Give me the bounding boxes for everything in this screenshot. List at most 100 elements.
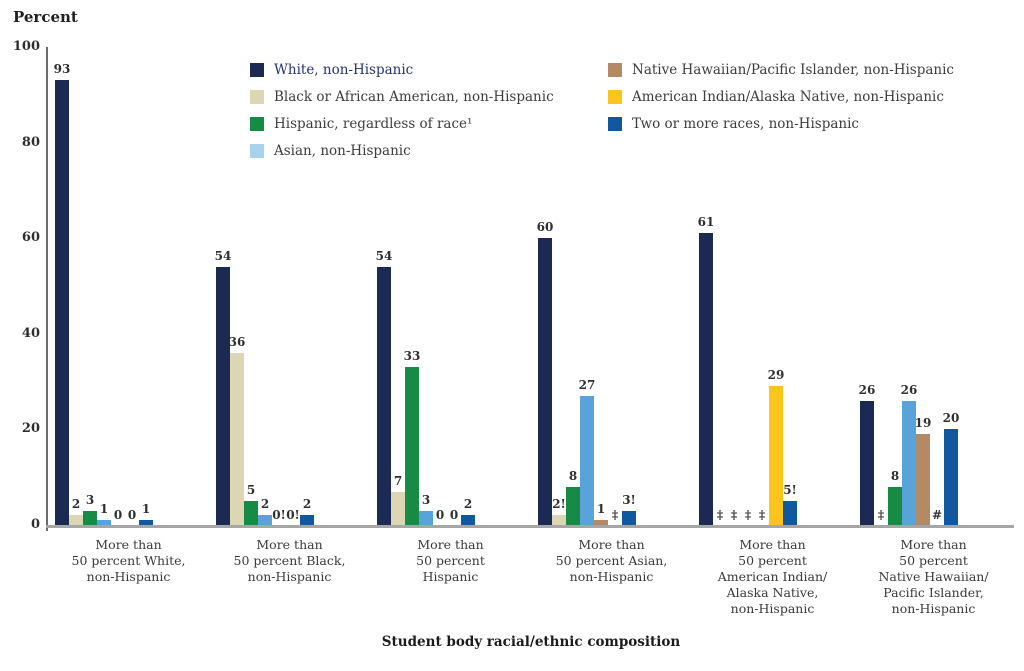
- bar-value-label: 2: [260, 497, 270, 511]
- legend-label: Hispanic, regardless of race¹: [274, 116, 473, 132]
- bar-value-label: 33: [403, 349, 421, 363]
- bar-group-bars: 60 2! 8 27 1 ‡ 3!: [536, 47, 636, 525]
- bar-group: 61 ‡ ‡ ‡ ‡ 29 5!: [692, 47, 853, 525]
- bar-value-label: 3: [421, 493, 431, 507]
- bar-slot: 5!: [783, 47, 797, 525]
- legend-item: Hispanic, regardless of race¹: [250, 116, 554, 132]
- bar-value-label: 93: [53, 62, 71, 76]
- x-category-label: More than 50 percent White, non-Hispanic: [71, 537, 186, 584]
- bar-group: 54 36 5 2 0! 0! 2: [209, 47, 370, 525]
- bar-group-bars: 93 2 3 1 0 0 1: [53, 47, 153, 525]
- legend-label: Two or more races, non-Hispanic: [632, 116, 859, 132]
- bar-value-label: 29: [767, 368, 785, 382]
- legend-item: Asian, non-Hispanic: [250, 143, 554, 159]
- bar-slot: ‡: [608, 47, 622, 525]
- bar-value-label: 7: [393, 474, 403, 488]
- bar-value-label: ‡: [716, 508, 724, 522]
- bar: [769, 386, 783, 525]
- bar: [139, 520, 153, 525]
- bar-slot: 2!: [552, 47, 566, 525]
- bar: [580, 396, 594, 525]
- bar-value-label: 3!: [622, 493, 636, 507]
- bar-group: 54 7 33 3 0 0 2: [370, 47, 531, 525]
- bar-value-label: 8: [568, 469, 578, 483]
- bar-value-label: 20: [942, 411, 960, 425]
- y-tick-label: 60: [21, 230, 40, 246]
- bar-value-label: ‡: [730, 508, 738, 522]
- bar-slot: 0: [433, 47, 447, 525]
- bar: [888, 487, 902, 525]
- x-axis-category-labels: More than 50 percent White, non-Hispanic Mo…: [48, 537, 1014, 617]
- bar-value-label: 19: [914, 416, 932, 430]
- bar-value-label: 27: [578, 378, 596, 392]
- legend-swatch: [608, 117, 622, 131]
- bar: [622, 511, 636, 525]
- bar-value-label: 1: [596, 502, 606, 516]
- bar-slot: 0: [111, 47, 125, 525]
- legend-swatch: [608, 90, 622, 104]
- bar-value-label: #: [931, 508, 943, 522]
- bar-value-label: 5!: [783, 483, 797, 497]
- bar-slot: 19: [914, 47, 932, 525]
- legend-swatch: [250, 63, 264, 77]
- legend-item: Two or more races, non-Hispanic: [608, 116, 954, 132]
- bar: [55, 80, 69, 525]
- bar-slot: 8: [566, 47, 580, 525]
- bar: [902, 401, 916, 525]
- legend-swatch: [250, 90, 264, 104]
- bar-group: 26 ‡ 8 26 19 #20: [853, 47, 1014, 525]
- bar-slot: 5: [244, 47, 258, 525]
- legend-label: American Indian/Alaska Native, non-Hispa…: [632, 89, 944, 105]
- bar-value-label: 60: [536, 220, 554, 234]
- bar-slot: 0: [125, 47, 139, 525]
- bar: [83, 511, 97, 525]
- bar-slot: 0!: [286, 47, 300, 525]
- bar-slot: 2: [300, 47, 314, 525]
- bar-slot: 60: [536, 47, 554, 525]
- y-axis-tick-labels: 0 20 40 60 80 100: [0, 39, 40, 532]
- x-category-label: More than 50 percent American Indian/Alask…: [717, 537, 828, 616]
- bar-slot: 20: [942, 47, 960, 525]
- y-tick-label: 100: [12, 39, 40, 54]
- legend-column-1: White, non-Hispanic Black or African Amer…: [250, 62, 554, 170]
- bar-slot: 1: [97, 47, 111, 525]
- bar: [244, 501, 258, 525]
- bar-slot: 2: [461, 47, 475, 525]
- bar-slot: ‡: [713, 47, 727, 525]
- x-axis-title: Student body racial/ethnic composition: [381, 634, 681, 650]
- x-axis-line: [46, 525, 1014, 528]
- legend-swatch: [250, 117, 264, 131]
- bar: [258, 515, 272, 525]
- bar: [377, 267, 391, 525]
- bar: [552, 515, 566, 525]
- bar: [944, 429, 958, 525]
- bar-value-label: 0: [127, 508, 137, 522]
- bar-slot: 61: [698, 47, 714, 525]
- legend-item: Native Hawaiian/Pacific Islander, non-Hi…: [608, 62, 954, 78]
- bar-slot: 3: [83, 47, 97, 525]
- bar-value-label: 26: [858, 383, 876, 397]
- legend-swatch: [608, 63, 622, 77]
- bar-slot: 26: [901, 47, 917, 525]
- bar-value-label: 1: [141, 502, 151, 516]
- bar: [216, 267, 230, 525]
- y-axis-line: [46, 47, 48, 531]
- bar: [916, 434, 930, 525]
- bar: [230, 353, 244, 525]
- bar-value-label: 1: [99, 502, 109, 516]
- bar-group: 60 2! 8 27 1 ‡ 3!: [531, 47, 692, 525]
- bar-slot: 2: [69, 47, 83, 525]
- bar: [860, 401, 874, 525]
- bar-value-label: 0: [113, 508, 123, 522]
- x-category-label: More than 50 percent Native Hawaiian/Pacif…: [878, 537, 989, 616]
- bar-value-label: 0: [449, 508, 459, 522]
- bar-slot: 0!: [272, 47, 286, 525]
- legend-item: American Indian/Alaska Native, non-Hispa…: [608, 89, 954, 105]
- bar: [566, 487, 580, 525]
- bar-slot: 1: [139, 47, 153, 525]
- bar-slot: 33: [403, 47, 421, 525]
- bar-value-label: ‡: [877, 508, 885, 522]
- bar-value-label: 3: [85, 493, 95, 507]
- bar-group: 93 2 3 1 0 0 1: [48, 47, 209, 525]
